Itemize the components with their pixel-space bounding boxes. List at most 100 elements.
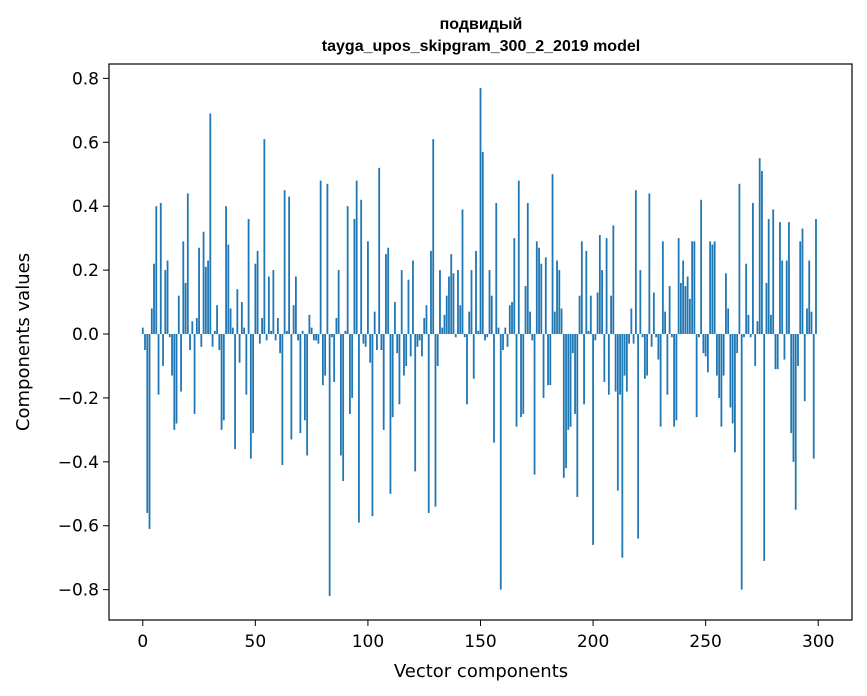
bar-component-99: [364, 334, 367, 347]
bar-component-268: [745, 263, 748, 335]
bar-component-31: [211, 334, 214, 347]
bar-component-253: [711, 244, 714, 335]
bar-component-3: [148, 334, 151, 529]
bar-component-45: [243, 327, 245, 335]
bar-component-223: [643, 334, 646, 379]
bar-component-267: [743, 334, 745, 338]
bar-component-247: [698, 334, 700, 338]
bar-component-5: [153, 263, 155, 335]
bar-component-179: [544, 257, 547, 335]
bar-component-183: [553, 311, 556, 335]
bar-component-259: [725, 273, 727, 335]
bar-component-130: [434, 334, 437, 507]
bar-component-122: [416, 334, 419, 347]
bar-component-127: [427, 334, 430, 513]
bar-component-42: [236, 289, 239, 335]
bar-component-77: [315, 334, 318, 341]
bar-component-226: [650, 334, 653, 347]
y-tick-label: 0.4: [72, 197, 99, 217]
bar-component-201: [594, 334, 597, 341]
y-tick-label: −0.8: [58, 581, 99, 601]
bar-component-192: [574, 334, 576, 414]
bar-component-13: [171, 334, 173, 376]
bar-component-197: [585, 250, 588, 335]
bar-component-205: [603, 334, 606, 382]
bar-component-277: [765, 282, 768, 335]
bar-component-103: [373, 311, 376, 335]
bar-component-251: [707, 334, 709, 373]
bar-component-112: [394, 302, 396, 335]
chart-title-line-2: tayga_upos_skipgram_300_2_2019 model: [322, 38, 640, 55]
bar-component-260: [727, 308, 730, 335]
bar-component-84: [331, 334, 333, 338]
bar-component-85: [333, 334, 336, 382]
bar-component-270: [749, 334, 752, 338]
bar-component-155: [490, 295, 493, 335]
bar-component-298: [812, 334, 815, 459]
bar-component-53: [261, 318, 263, 335]
bar-component-40: [231, 327, 234, 335]
bar-component-36: [222, 334, 225, 421]
bar-component-62: [281, 334, 284, 466]
bar-component-245: [693, 241, 696, 335]
bar-component-171: [526, 203, 529, 335]
bar-component-6: [155, 206, 158, 335]
bar-component-104: [376, 334, 378, 350]
bar-component-180: [547, 334, 549, 386]
bar-component-147: [472, 334, 475, 379]
bar-component-238: [677, 238, 680, 335]
bar-component-133: [441, 327, 444, 335]
bar-component-98: [362, 334, 365, 344]
bar-component-70: [299, 334, 302, 434]
bar-component-65: [288, 196, 291, 335]
bar-component-19: [184, 282, 187, 335]
bar-component-193: [576, 334, 579, 497]
x-axis-ticks: 0 50 100 150 200 250 300: [137, 620, 834, 652]
bar-component-60: [276, 318, 279, 335]
bar-component-217: [630, 308, 633, 335]
bar-component-149: [477, 330, 480, 335]
bar-component-49: [252, 334, 254, 434]
bar-component-12: [168, 334, 171, 338]
bar-component-21: [189, 334, 191, 350]
bar-component-191: [571, 334, 574, 354]
y-tick-label: −0.2: [58, 389, 99, 409]
bar-component-139: [454, 334, 457, 338]
bar-component-188: [565, 334, 567, 469]
bar-component-4: [150, 308, 153, 335]
bar-component-90: [344, 330, 347, 335]
x-axis-label: Vector components: [394, 661, 568, 682]
bar-component-121: [414, 334, 417, 472]
bar-component-263: [734, 334, 736, 453]
bar-component-118: [407, 279, 410, 335]
bar-component-129: [432, 139, 435, 335]
bar-component-106: [380, 334, 383, 350]
bar-component-287: [788, 222, 790, 335]
bar-component-128: [430, 250, 432, 335]
bar-component-194: [578, 295, 581, 335]
bar-component-97: [360, 199, 363, 335]
bar-component-222: [641, 334, 644, 338]
bar-component-207: [607, 334, 610, 395]
bar-component-38: [227, 244, 230, 335]
y-axis-label: Components values: [13, 253, 34, 431]
bar-component-261: [729, 334, 732, 408]
bar-series: [141, 87, 817, 597]
bar-component-9: [162, 334, 164, 366]
bar-component-252: [709, 241, 712, 335]
bar-component-157: [495, 203, 498, 335]
bar-component-52: [258, 334, 261, 344]
bar-component-113: [396, 334, 399, 354]
bar-component-215: [625, 334, 628, 392]
bar-component-24: [195, 318, 198, 335]
bar-component-27: [202, 231, 205, 335]
bar-component-169: [522, 334, 525, 414]
bar-component-18: [182, 241, 185, 335]
bar-component-30: [209, 113, 212, 335]
bar-component-124: [421, 334, 423, 357]
bar-component-0: [141, 327, 144, 335]
bar-component-20: [186, 193, 189, 335]
bar-component-35: [220, 334, 223, 430]
bar-component-132: [439, 270, 441, 335]
